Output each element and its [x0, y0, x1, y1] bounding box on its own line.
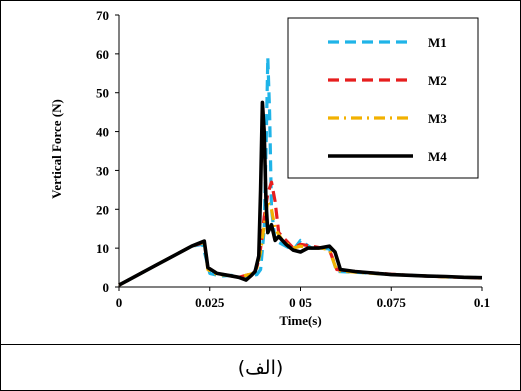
x-tick-label: 0.075 [377, 295, 407, 310]
y-tick-label: 0 [103, 280, 110, 295]
y-tick-label: 50 [96, 86, 109, 101]
series-layer [118, 56, 483, 287]
y-tick-label: 70 [96, 8, 109, 23]
x-tick-label: 0 05 [289, 295, 312, 310]
legend-label-m3: M3 [428, 111, 447, 126]
x-tick-label: 0.1 [474, 295, 490, 310]
legend-label-m2: M2 [428, 73, 447, 88]
legend-label-m1: M1 [428, 35, 447, 50]
y-tick-label: 30 [96, 163, 109, 178]
legend: M1 M2 M3 M4 [287, 17, 479, 179]
y-axis-label: Vertical Force (N) [49, 99, 64, 199]
x-tick-label: 0.025 [195, 295, 225, 310]
series-line-m4 [118, 100, 483, 287]
figure-caption: (الف) [237, 356, 284, 379]
legend-box [287, 17, 479, 179]
y-tick-label: 40 [96, 125, 109, 140]
y-tick-label: 60 [96, 47, 109, 62]
y-tick-label: 20 [96, 202, 109, 217]
x-axis-label: Time(s) [279, 313, 321, 328]
caption-cell: (الف) [1, 345, 520, 390]
vertical-force-chart: 0 10 20 30 40 50 60 70 0 0.025 0 05 0.075 0.1 M1 M2 M3… [49, 8, 490, 328]
legend-label-m4: M4 [428, 149, 447, 164]
chart-cell: 0 10 20 30 40 50 60 70 0 0.025 0 05 0.075 0.1 M1 M2 M3… [1, 1, 520, 345]
y-tick-label: 10 [96, 241, 109, 256]
x-tick-label: 0 [116, 295, 123, 310]
series-line-m2 [118, 180, 483, 287]
axes: 0 10 20 30 40 50 60 70 0 0.025 0 05 0.075 0.1 [96, 8, 490, 310]
